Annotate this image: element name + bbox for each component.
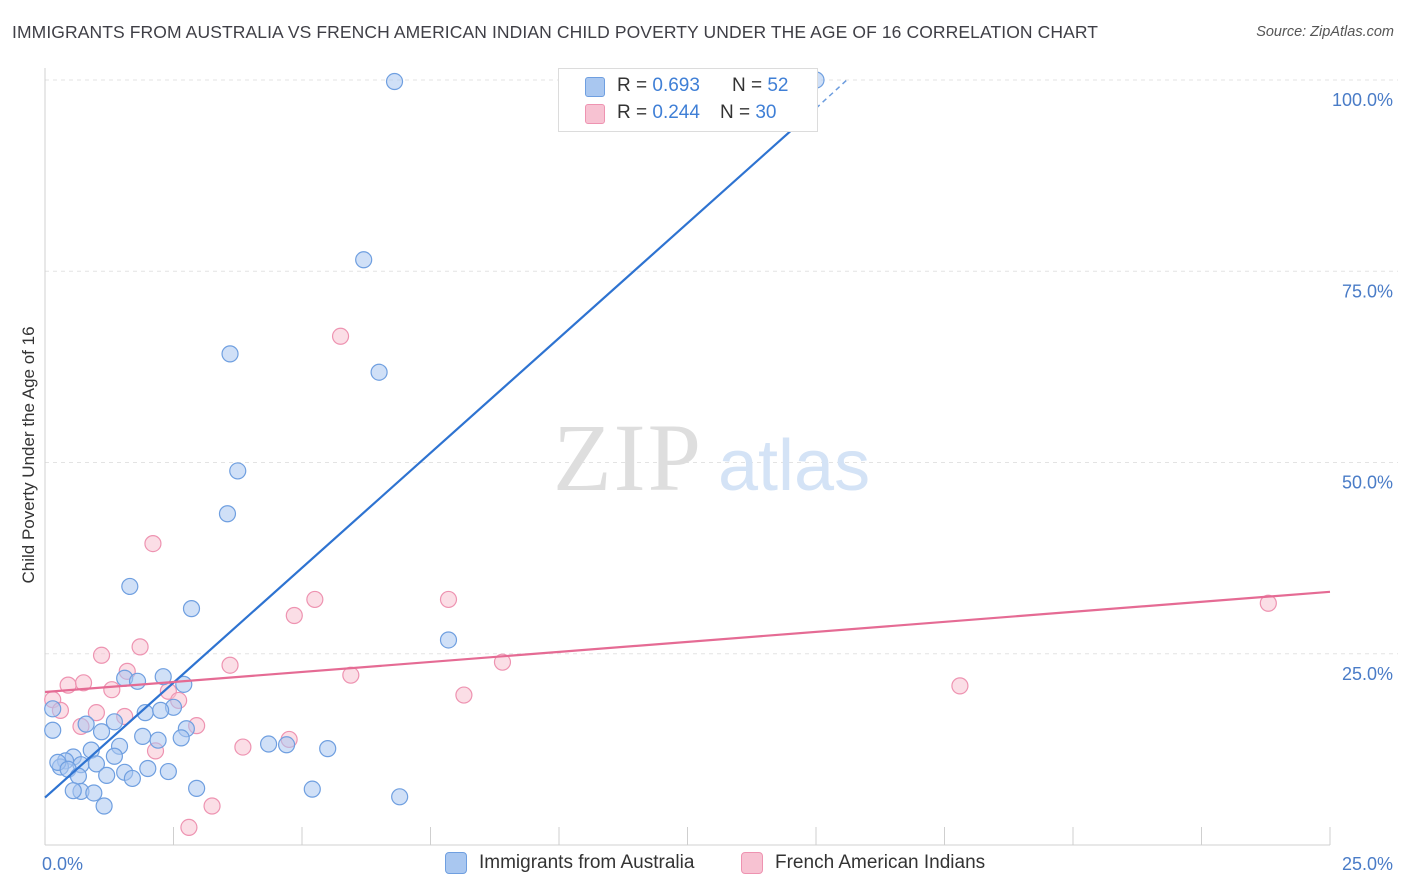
data-point-immigrants-from-australia (44, 700, 62, 718)
data-point-immigrants-from-australia (87, 755, 106, 773)
legend-r-value: 0.693 (652, 75, 700, 96)
data-point-immigrants-from-australia (172, 729, 190, 747)
data-point-immigrants-from-australia (134, 727, 152, 745)
data-point-french-american-indians (74, 674, 93, 692)
data-point-immigrants-from-australia (221, 345, 239, 363)
data-point-french-american-indians (92, 646, 111, 664)
data-point-french-american-indians (87, 704, 106, 722)
legend-n-label: N = (731, 75, 763, 96)
data-point-french-american-indians (1259, 594, 1277, 612)
data-point-immigrants-from-australia (303, 780, 321, 798)
grid-lines (45, 79, 1398, 655)
legend-swatch-pink (585, 104, 605, 124)
legend-label-french-american-indians: French American Indians (775, 852, 986, 873)
x-tick-label: 25.0% (1342, 854, 1393, 874)
data-point-french-american-indians (285, 606, 303, 625)
data-point-french-american-indians (493, 653, 512, 671)
correlation-legend: R = 0.693 N = 52 R = 0.244 N = 30 (558, 68, 818, 132)
legend-r-label: R = (617, 75, 648, 96)
data-point-immigrants-from-australia (259, 735, 278, 753)
legend-n-label: N = (719, 102, 751, 123)
data-point-immigrants-from-australia (105, 713, 123, 731)
y-tick-label: 100.0% (1332, 90, 1393, 110)
data-point-immigrants-from-australia (105, 747, 123, 765)
data-point-french-american-indians (234, 738, 252, 756)
y-tick-label: 50.0% (1342, 473, 1393, 493)
data-point-immigrants-from-australia (218, 505, 237, 523)
data-point-immigrants-from-australia (385, 72, 404, 91)
legend-item-australia[interactable]: Immigrants from Australia (445, 852, 694, 874)
legend-swatch-pink (741, 852, 763, 874)
y-tick-label: 75.0% (1342, 281, 1393, 301)
legend-swatch-blue (445, 852, 467, 874)
trend-line-extension-immigrants-from-australia (815, 79, 848, 109)
data-point-immigrants-from-australia (128, 672, 147, 690)
data-point-french-american-indians (306, 590, 324, 609)
legend-r-label: R = (617, 102, 648, 123)
watermark-atlas: atlas (718, 426, 870, 506)
data-point-french-american-indians (439, 590, 458, 609)
legend-swatch-blue (585, 77, 605, 97)
data-point-immigrants-from-australia (44, 721, 62, 739)
data-point-immigrants-from-australia (139, 759, 157, 778)
source-credit: Source: ZipAtlas.com (1256, 24, 1394, 40)
data-point-immigrants-from-australia (159, 762, 177, 781)
data-point-french-american-indians (221, 656, 239, 674)
data-point-french-american-indians (203, 797, 221, 815)
data-point-immigrants-from-australia (391, 788, 409, 806)
data-point-immigrants-from-australia (277, 736, 296, 754)
data-point-immigrants-from-australia (92, 723, 111, 741)
data-point-immigrants-from-australia (182, 600, 201, 618)
data-point-french-american-indians (455, 686, 473, 704)
data-point-immigrants-from-australia (69, 767, 88, 785)
trend-lines (44, 79, 1331, 799)
y-tick-label: 25.0% (1342, 664, 1393, 684)
watermark-zip: ZIP (553, 404, 703, 511)
axes (44, 68, 1331, 846)
data-point-immigrants-from-australia (121, 577, 139, 596)
data-point-immigrants-from-australia (319, 740, 337, 758)
data-point-immigrants-from-australia (152, 701, 170, 719)
data-point-immigrants-from-australia (123, 769, 141, 788)
data-point-french-american-indians (144, 534, 162, 553)
series-immigrants-from-australia (44, 71, 825, 815)
data-point-french-american-indians (131, 638, 149, 656)
trend-line-french-american-indians (44, 590, 1331, 694)
series-legend: Immigrants from Australia French America… (0, 850, 1406, 880)
data-point-french-american-indians (103, 681, 121, 699)
x-tick-label: 0.0% (42, 854, 83, 874)
data-point-immigrants-from-australia (77, 715, 95, 733)
data-point-french-american-indians (951, 677, 969, 695)
data-point-immigrants-from-australia (95, 797, 113, 815)
legend-n-value: 52 (767, 75, 789, 96)
watermark: ZIP atlas (553, 404, 870, 511)
legend-n-value: 30 (755, 102, 777, 123)
data-point-immigrants-from-australia (370, 363, 388, 381)
data-point-immigrants-from-australia (439, 631, 458, 649)
legend-label-australia: Immigrants from Australia (479, 852, 695, 873)
data-point-french-american-indians (180, 818, 198, 837)
data-point-immigrants-from-australia (149, 731, 167, 749)
legend-r-value: 0.244 (652, 102, 700, 123)
data-point-immigrants-from-australia (154, 668, 172, 686)
tick-labels: 25.0% 50.0% 75.0% 100.0% 0.0% 25.0% (42, 90, 1393, 874)
data-point-immigrants-from-australia (188, 779, 206, 797)
y-axis-label: Child Poverty Under the Age of 16 (19, 326, 38, 583)
data-point-immigrants-from-australia (229, 462, 247, 480)
chart-title: IMMIGRANTS FROM AUSTRALIA VS FRENCH AMER… (12, 22, 1099, 42)
data-point-immigrants-from-australia (85, 784, 103, 802)
data-point-immigrants-from-australia (355, 251, 373, 269)
data-point-french-american-indians (331, 327, 350, 345)
data-point-immigrants-from-australia (64, 782, 82, 800)
data-point-immigrants-from-australia (98, 766, 116, 784)
legend-item-french-american-indians[interactable]: French American Indians (741, 852, 985, 874)
